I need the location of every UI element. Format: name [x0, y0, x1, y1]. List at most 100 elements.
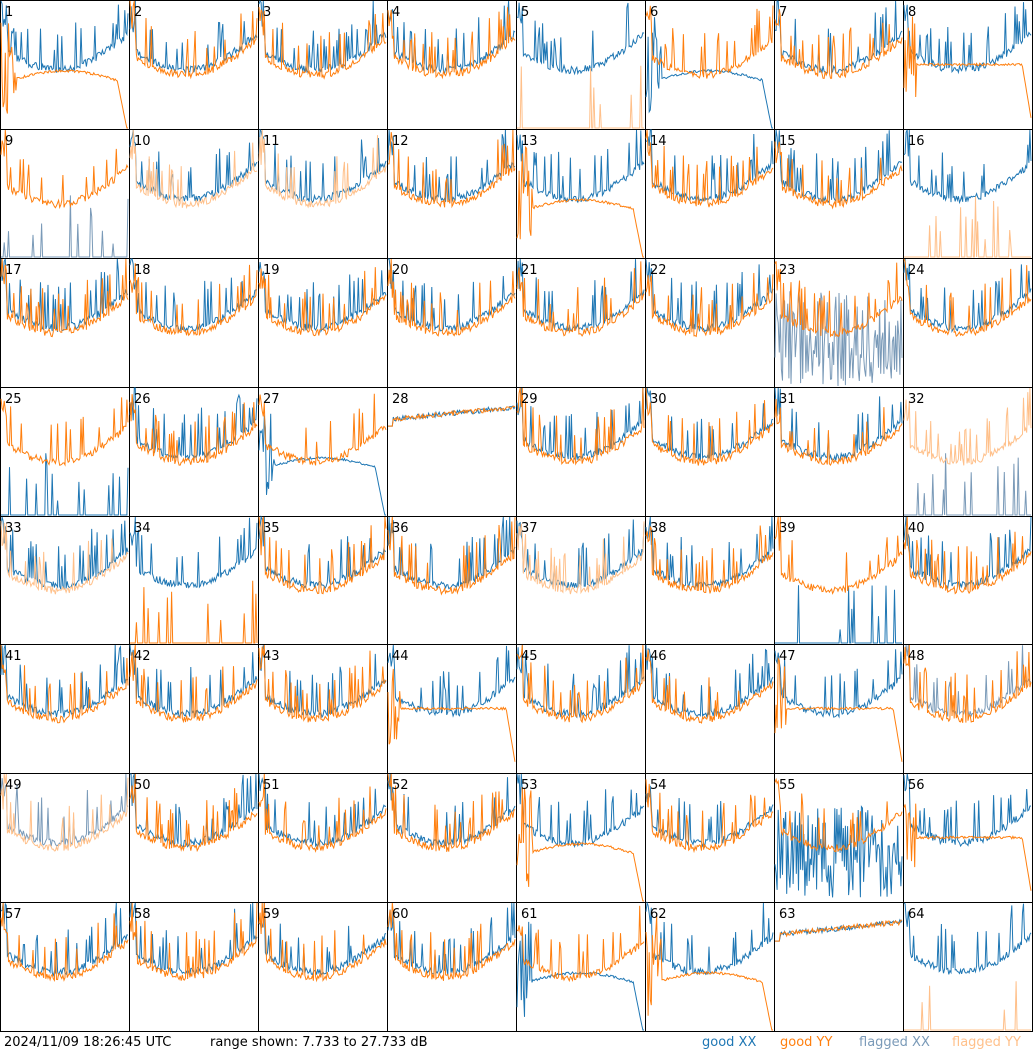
- yy-line: [645, 649, 774, 724]
- xx-line: [1, 195, 129, 258]
- panel-number: 18: [134, 263, 151, 278]
- xx-line: [516, 129, 645, 204]
- yy-line: [904, 196, 1031, 258]
- xx-line: [903, 2, 1032, 75]
- panel-36: 36: [387, 516, 517, 645]
- yy-line: [258, 7, 387, 80]
- panel-8: 8: [903, 0, 1033, 130]
- yy-line: [516, 145, 644, 258]
- panel-25: 25: [0, 387, 130, 517]
- panel-number: 13: [521, 134, 538, 149]
- panel-number: 2: [134, 5, 142, 20]
- panel-41: 41: [0, 644, 130, 774]
- yy-line: [388, 405, 516, 427]
- panel-number: 58: [134, 907, 151, 922]
- yy-line: [774, 398, 903, 467]
- panel-39: 39: [774, 516, 904, 645]
- panel-35: 35: [258, 515, 388, 645]
- yy-line: [903, 803, 1032, 891]
- panel-20: 20: [387, 258, 517, 388]
- panel-50: 50: [129, 773, 259, 903]
- panel-number: 20: [392, 263, 409, 278]
- panel-59: 59: [258, 902, 388, 1032]
- xx-line: [645, 129, 774, 204]
- yy-line: [258, 516, 387, 595]
- yy-line: [0, 520, 129, 595]
- panel-56: 56: [903, 773, 1033, 903]
- yy-line: [129, 0, 258, 80]
- xx-line: [1, 453, 129, 516]
- panel-9: 9: [0, 129, 130, 259]
- panel-frame: [516, 773, 646, 903]
- yy-line: [258, 393, 387, 466]
- panel-number: 34: [134, 521, 151, 536]
- panel-34: 34: [129, 516, 259, 645]
- panel-13: 13: [516, 129, 646, 259]
- panel-6: 6: [645, 0, 775, 130]
- panel-number: 33: [5, 521, 22, 536]
- panel-number: 24: [908, 263, 925, 278]
- yy-line: [775, 919, 903, 942]
- yy-line: [645, 5, 774, 79]
- yy-line: [645, 272, 774, 338]
- yy-line: [516, 786, 644, 902]
- panel-number: 55: [779, 778, 796, 793]
- panel-number: 30: [650, 392, 667, 407]
- panel-17: 17: [0, 258, 130, 388]
- panel-45: 45: [516, 644, 646, 774]
- panel-number: 57: [5, 907, 22, 922]
- panel-number: 4: [392, 5, 400, 20]
- yy-line: [0, 397, 129, 467]
- yy-line: [0, 22, 128, 129]
- panel-21: 21: [516, 258, 646, 388]
- panel-14: 14: [645, 129, 775, 259]
- panel-frame: [645, 0, 775, 130]
- panel-number: 61: [521, 907, 538, 922]
- panel-number: 12: [392, 134, 409, 149]
- panel-number: 8: [908, 5, 916, 20]
- panel-number: 35: [263, 521, 280, 536]
- panel-number: 11: [263, 134, 280, 149]
- xx-line: [516, 921, 644, 1031]
- xx-line: [903, 129, 1032, 205]
- yy-line: [516, 261, 645, 337]
- panel-number: 25: [5, 392, 22, 407]
- panel-28: 28: [387, 387, 517, 517]
- yy-line: [645, 129, 774, 208]
- xx-line: [903, 773, 1032, 848]
- panel-number: 64: [908, 907, 925, 922]
- panel-1: 1: [0, 0, 130, 130]
- panel-frame: [0, 129, 130, 259]
- xx-line: [258, 0, 387, 73]
- xx-line: [645, 17, 773, 129]
- panel-number: 5: [521, 5, 529, 20]
- yy-line: [645, 387, 774, 466]
- panel-58: 58: [129, 902, 259, 1032]
- panel-number: 15: [779, 134, 796, 149]
- xx-line: [775, 585, 902, 644]
- yy-line: [130, 580, 258, 644]
- timestamp: 2024/11/09 18:26:45 UTC: [4, 1035, 172, 1050]
- panel-number: 50: [134, 778, 151, 793]
- yy-line: [0, 902, 129, 983]
- yy-line: [258, 644, 387, 723]
- xx-line: [774, 649, 903, 719]
- yy-line: [516, 644, 645, 724]
- panel-frame: [774, 0, 904, 130]
- panel-number: 48: [908, 649, 925, 664]
- panel-number: 45: [521, 649, 538, 664]
- panel-15: 15: [774, 129, 904, 259]
- panel-47: 47: [774, 644, 904, 774]
- panel-number: 59: [263, 907, 280, 922]
- range-shown: range shown: 7.733 to 27.733 dB: [210, 1035, 428, 1050]
- panel-53: 53: [516, 773, 646, 903]
- panel-43: 43: [258, 644, 388, 774]
- legend-good-xx: good XX: [702, 1035, 757, 1050]
- yy-line: [129, 773, 258, 853]
- yy-line: [0, 644, 129, 724]
- xx-line: [258, 413, 386, 516]
- yy-line: [129, 129, 258, 210]
- panel-number: 38: [650, 521, 667, 536]
- xx-line: [774, 805, 903, 898]
